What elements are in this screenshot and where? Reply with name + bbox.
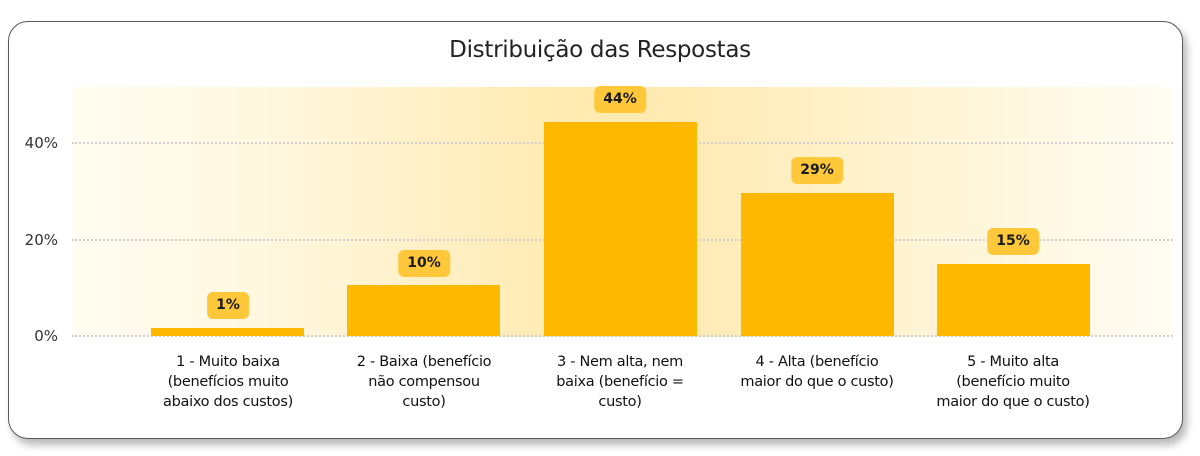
x-label-5: 5 - Muito alta (benefício muito maior do…	[923, 352, 1103, 412]
y-tick-40: 40%	[24, 134, 58, 152]
x-label-5-line-3: maior do que o custo)	[936, 394, 1090, 410]
bar-4	[741, 193, 894, 336]
y-tick-20: 20%	[24, 231, 58, 249]
bar-2	[347, 285, 500, 336]
bar-5	[937, 264, 1090, 336]
x-label-1-line-2: (benefícios muito	[167, 374, 289, 390]
data-label-4: 29%	[791, 157, 843, 184]
x-label-3: 3 - Nem alta, nem baixa (benefício = cus…	[530, 352, 710, 412]
x-label-3-line-3: custo)	[598, 394, 642, 410]
gridline-0	[72, 335, 1173, 337]
x-label-4-line-1: 4 - Alta (benefício	[755, 354, 879, 370]
x-label-4: 4 - Alta (benefício maior do que o custo…	[727, 352, 907, 392]
data-label-1: 1%	[207, 292, 249, 319]
y-tick-0: 0%	[34, 327, 58, 345]
x-label-1: 1 - Muito baixa (benefícios muito abaixo…	[138, 352, 318, 412]
x-label-2-line-1: 2 - Baixa (benefício	[356, 354, 492, 370]
data-label-5: 15%	[987, 228, 1039, 255]
x-label-3-line-2: baixa (benefício =	[556, 374, 684, 390]
x-label-2-line-2: não compensou	[368, 374, 480, 390]
x-label-2-line-3: custo)	[402, 394, 446, 410]
x-label-5-line-2: (benefício muito	[956, 374, 1070, 390]
x-label-5-line-1: 5 - Muito alta	[967, 354, 1059, 370]
x-label-4-line-2: maior do que o custo)	[740, 374, 894, 390]
data-label-3: 44%	[594, 86, 646, 113]
x-label-3-line-1: 3 - Nem alta, nem	[556, 354, 684, 370]
x-label-2: 2 - Baixa (benefício não compensou custo…	[334, 352, 514, 412]
bar-3	[544, 122, 697, 336]
data-label-2: 10%	[398, 250, 450, 277]
x-label-1-line-3: abaixo dos custos)	[163, 394, 293, 410]
x-label-1-line-1: 1 - Muito baixa	[176, 354, 280, 370]
chart-title: Distribuição das Respostas	[449, 37, 751, 63]
bar-1	[151, 328, 304, 336]
